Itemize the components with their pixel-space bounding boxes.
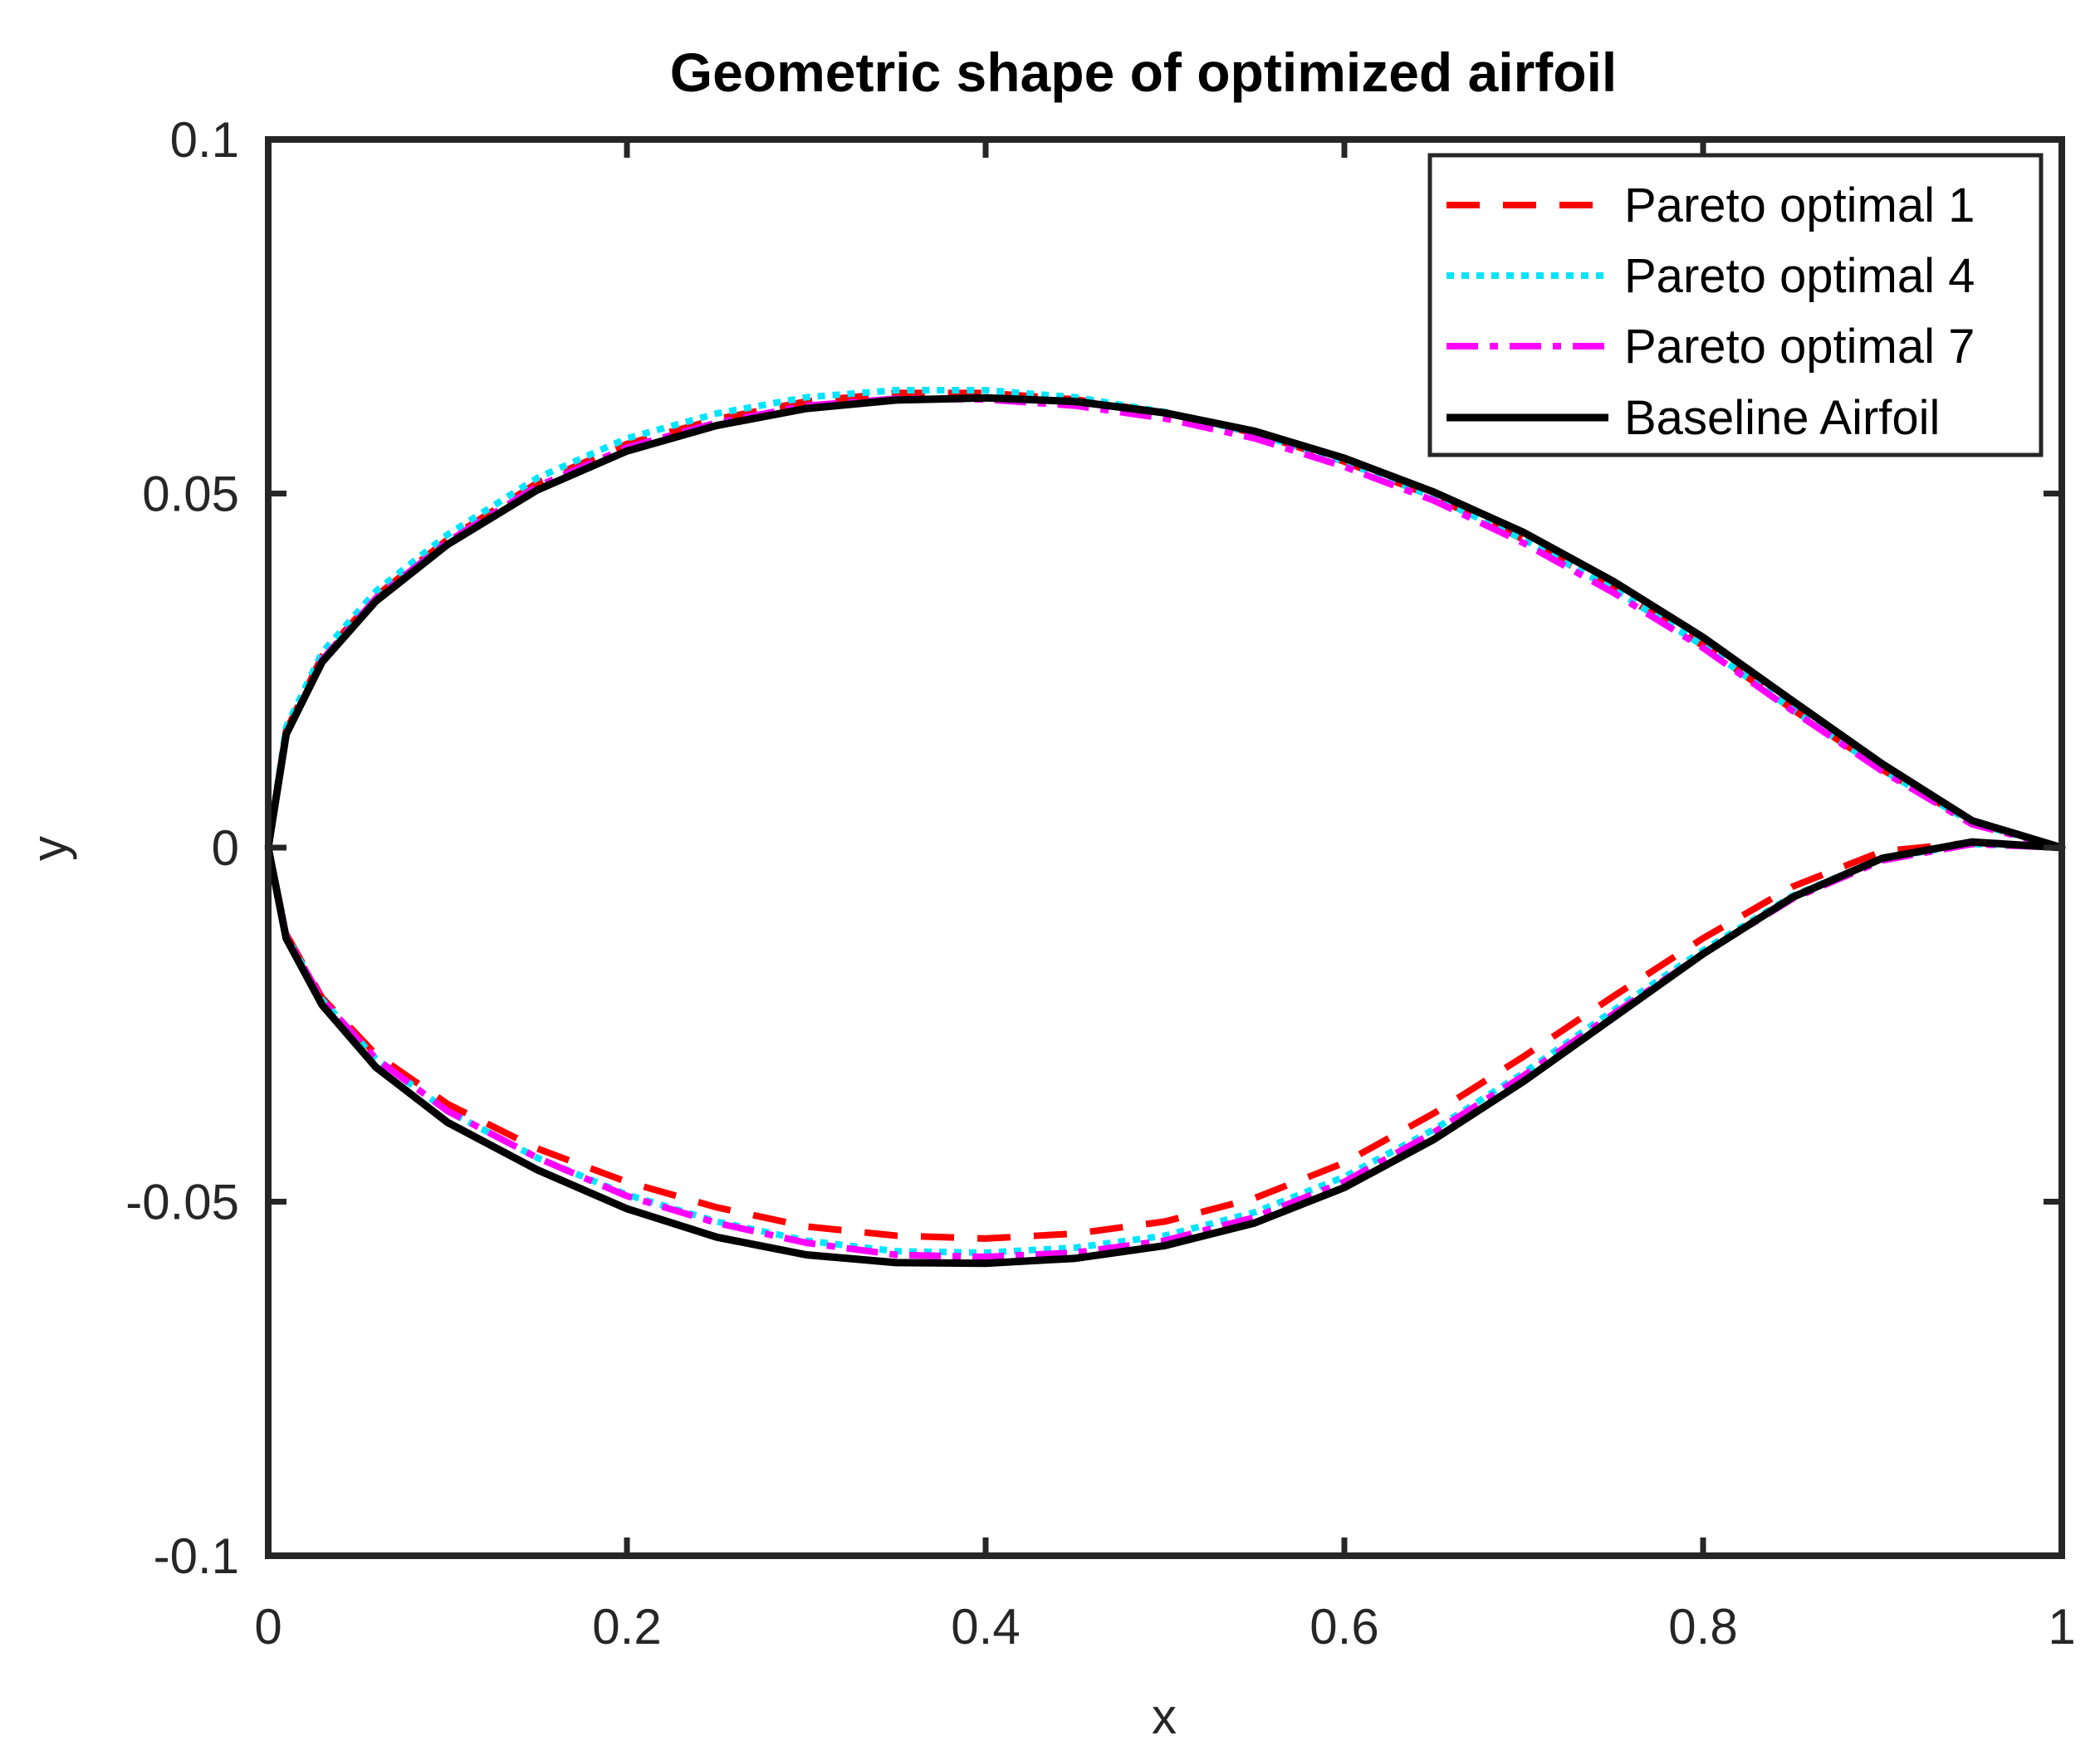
y-tick-label: 0.05 (142, 467, 239, 522)
series-line-pareto-optimal-1 (265, 389, 2065, 1242)
legend-label-pareto-optimal-1: Pareto optimal 1 (1624, 178, 1975, 232)
legend: Pareto optimal 1 Pareto optimal 4 Pareto o… (1427, 153, 2044, 457)
x-tick-label: 1 (2048, 1599, 2075, 1655)
legend-label-baseline-airfoil: Baseline Airfoil (1624, 391, 1940, 445)
chart-title: Geometric shape of optimized airfoil (670, 42, 1618, 103)
x-tick-label: 0.8 (1668, 1599, 1737, 1655)
x-tick-label: 0.6 (1309, 1599, 1378, 1655)
y-tick-label: 0 (212, 820, 239, 876)
x-tick-label: 0 (254, 1599, 281, 1655)
legend-label-pareto-optimal-7: Pareto optimal 7 (1624, 320, 1975, 374)
axes-frame (265, 136, 2065, 1559)
y-tick-labels: -0.1 -0.05 0 0.05 0.1 (125, 112, 239, 1584)
y-axis-label: y (22, 836, 77, 861)
y-tick-label: -0.05 (125, 1175, 239, 1230)
x-tick-labels: 0 0.2 0.4 0.6 0.8 1 (254, 1599, 2075, 1655)
y-tick-label: 0.1 (170, 112, 239, 168)
y-tick-label: -0.1 (154, 1528, 239, 1584)
x-tick-label: 0.2 (592, 1599, 661, 1655)
x-tick-label: 0.4 (951, 1599, 1020, 1655)
legend-label-pareto-optimal-4: Pareto optimal 4 (1624, 249, 1975, 303)
x-axis-label: x (1152, 1689, 1177, 1744)
series-line-pareto-optimal-4 (265, 387, 2065, 1256)
